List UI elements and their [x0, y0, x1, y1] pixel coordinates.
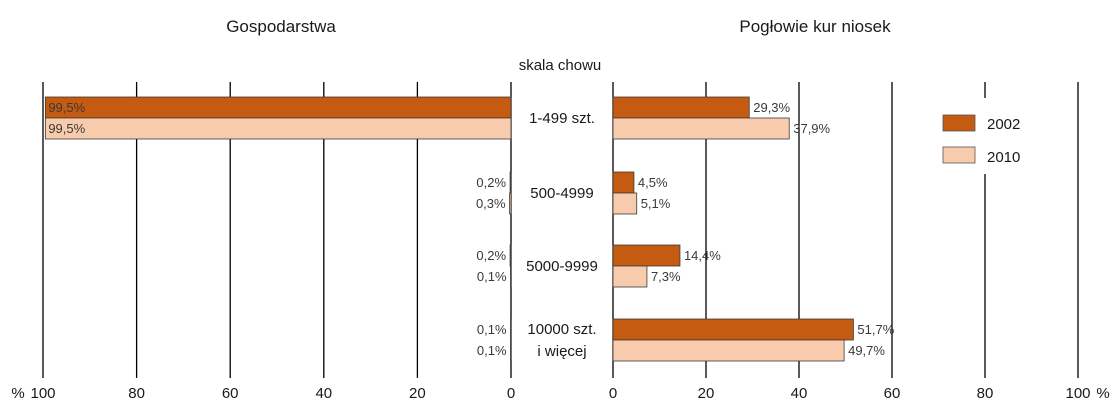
right-bar	[612, 318, 854, 341]
right-chart-title: Pogłowie kur niosek	[739, 17, 891, 36]
right-bar-value-label: 49,7%	[848, 343, 885, 358]
right-bar-value-label: 5,1%	[641, 196, 671, 211]
left-bar-value-label: 0,2%	[476, 248, 506, 263]
left-bar	[509, 192, 512, 215]
category-header: skala chowu	[519, 57, 602, 74]
left-tick-label: 100	[30, 385, 55, 401]
legend-label-2010: 2010	[987, 149, 1020, 166]
legend: 2002 2010	[934, 98, 1038, 174]
left-bar	[509, 244, 512, 267]
left-tick-label: 20	[409, 385, 426, 401]
left-bar-value-label: 0,1%	[477, 269, 507, 284]
right-tick-label: 80	[977, 385, 994, 401]
left-tick-labels: 100 80 60 40 20 0	[30, 385, 515, 401]
left-chart-title: Gospodarstwa	[226, 17, 336, 36]
right-axis-unit: %	[1096, 385, 1109, 401]
legend-swatch-2002	[942, 114, 976, 132]
left-bar	[44, 117, 512, 140]
right-tick-label: 60	[884, 385, 901, 401]
right-bar	[612, 192, 638, 215]
legend-swatch-2010	[942, 146, 976, 164]
right-tick-labels: 0 20 40 60 80 100	[609, 385, 1091, 401]
left-bar	[44, 96, 512, 119]
right-tick-label: 20	[698, 385, 715, 401]
right-bar-value-label: 29,3%	[753, 100, 790, 115]
left-bar-value-label: 0,1%	[477, 343, 507, 358]
category-label: 500-4999	[530, 185, 593, 202]
left-tick-label: 0	[507, 385, 515, 401]
right-bar	[612, 171, 635, 194]
right-tick-label: 40	[791, 385, 808, 401]
right-bar-value-label: 37,9%	[793, 121, 830, 136]
category-labels: 1-499 szt. 500-4999 5000-9999 10000 szt. i w…	[526, 110, 598, 360]
left-tick-label: 60	[222, 385, 239, 401]
legend-label-2002: 2002	[987, 116, 1020, 133]
left-bar-value-label: 0,3%	[476, 196, 506, 211]
category-label: 5000-9999	[526, 258, 598, 275]
right-bar	[612, 96, 750, 119]
right-bar-value-label: 4,5%	[638, 175, 668, 190]
category-label: i więcej	[537, 343, 586, 360]
left-bars: 99,5% 0,2% 0,2% 0,1% 99,5% 0,3% 0,1% 0,1%	[44, 96, 512, 362]
right-bar-value-label: 7,3%	[651, 269, 681, 284]
left-bar-value-label: 99,5%	[48, 100, 85, 115]
left-bar	[509, 171, 512, 194]
right-bar-value-label: 51,7%	[857, 322, 894, 337]
right-bar	[612, 339, 845, 362]
left-tick-label: 80	[128, 385, 145, 401]
category-label: 1-499 szt.	[529, 110, 595, 127]
right-bar	[612, 117, 790, 140]
right-bar	[612, 244, 681, 267]
right-bar	[612, 265, 648, 288]
right-tick-label: 0	[609, 385, 617, 401]
left-tick-label: 40	[315, 385, 332, 401]
left-bar-value-label: 99,5%	[48, 121, 85, 136]
category-label: 10000 szt.	[527, 321, 596, 338]
left-bar-value-label: 0,2%	[476, 175, 506, 190]
right-tick-label: 100	[1065, 385, 1090, 401]
left-bar-value-label: 0,1%	[477, 322, 507, 337]
right-bars: 29,3% 4,5% 14,4% 51,7% 37,9% 5,1% 7,3% 49,7%	[612, 96, 895, 362]
right-bar-value-label: 14,4%	[684, 248, 721, 263]
left-axis-unit: %	[11, 385, 24, 401]
